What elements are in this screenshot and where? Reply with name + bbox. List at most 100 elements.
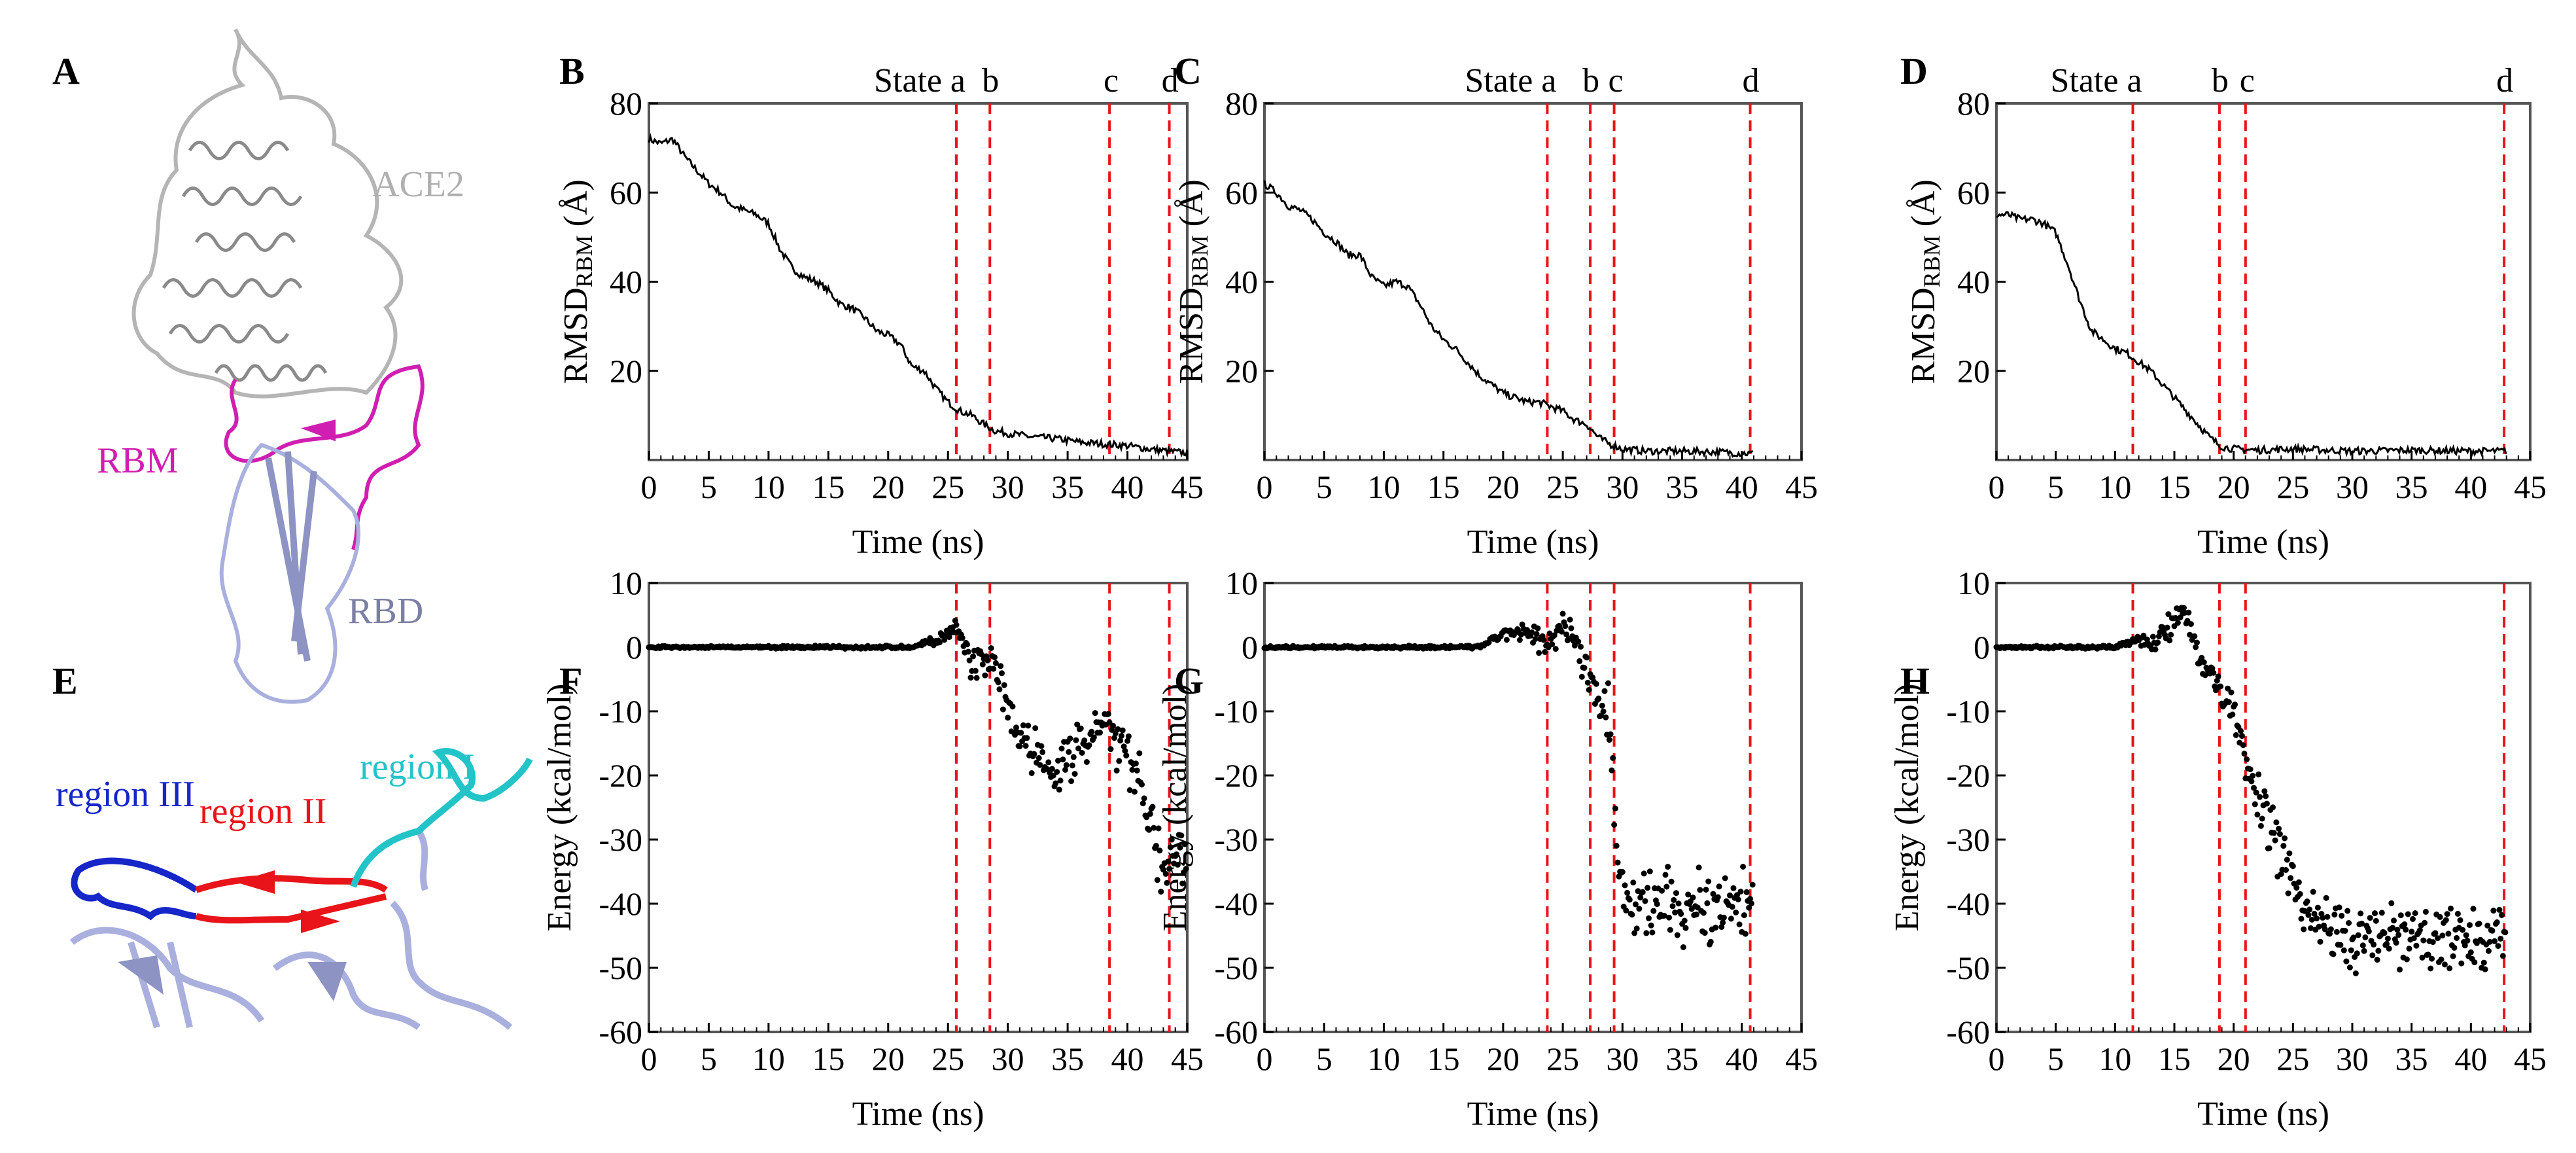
- energy-point: [2499, 912, 2505, 918]
- energy-point: [2348, 947, 2354, 953]
- energy-point: [2314, 904, 2321, 911]
- y-tick-label: -40: [1946, 885, 1990, 922]
- x-tick-label: 15: [1427, 1040, 1460, 1077]
- energy-point: [2311, 910, 2318, 917]
- energy-point: [2250, 773, 2256, 779]
- energy-point: [1073, 737, 1079, 743]
- y-axis-label: RMSDRBM (Å): [557, 179, 597, 384]
- energy-point: [2271, 830, 2277, 836]
- energy-point: [1730, 885, 1737, 891]
- energy-point: [2495, 943, 2501, 949]
- energy-point: [1154, 877, 1160, 883]
- energy-point: [2480, 959, 2487, 966]
- energy-point: [1036, 754, 1042, 761]
- y-axis-label-subscript: RBM: [1187, 235, 1213, 287]
- energy-point: [967, 675, 974, 681]
- y-axis-label-unit: (Å): [557, 179, 595, 235]
- x-tick-label: 20: [872, 469, 905, 505]
- energy-point: [1054, 769, 1060, 775]
- energy-point: [2343, 958, 2350, 965]
- energy-point: [2172, 614, 2179, 621]
- x-tick-label: 10: [2098, 469, 2131, 505]
- x-tick-label: 30: [2336, 1040, 2369, 1077]
- energy-point: [2295, 879, 2302, 885]
- x-tick-label: 25: [1546, 469, 1579, 505]
- x-tick-label: 30: [992, 469, 1024, 505]
- energy-point: [2494, 919, 2500, 925]
- y-tick-label: 20: [610, 353, 642, 389]
- y-tick-label: 20: [1957, 353, 1990, 389]
- energy-point: [1735, 896, 1741, 902]
- energy-point: [2266, 845, 2272, 851]
- energy-point: [1612, 806, 1618, 811]
- energy-point: [2331, 912, 2338, 918]
- energy-point: [2403, 927, 2409, 933]
- energy-point: [1701, 930, 1708, 936]
- charts: B 0 5 10 15 20 25 30 35 40 45 20 40 60 80 Time (ns) RMSD…: [541, 50, 2547, 1133]
- energy-point: [2412, 910, 2418, 916]
- energy-point: [2191, 633, 2198, 639]
- state-label: b: [2212, 62, 2229, 99]
- energy-point: [1637, 895, 1644, 901]
- energy-point: [1584, 679, 1591, 686]
- state-label: b: [982, 62, 999, 99]
- energy-point: [1532, 636, 1539, 642]
- x-tick-label: 40: [2454, 1040, 2487, 1077]
- energy-point: [1090, 734, 1097, 741]
- energy-point: [1165, 859, 1172, 865]
- energy-point: [2253, 789, 2259, 796]
- energy-point: [2467, 922, 2473, 929]
- energy-point: [2438, 956, 2445, 963]
- y-axis-label-subscript: RBM: [571, 235, 597, 287]
- energy-point: [1593, 681, 1599, 687]
- energy-point: [2240, 742, 2246, 749]
- energy-point: [2422, 908, 2429, 915]
- energy-point: [1607, 731, 1614, 737]
- y-axis-label-subscript: RBM: [1919, 235, 1945, 287]
- x-tick-label: 10: [752, 1040, 785, 1077]
- energy-point: [953, 622, 960, 628]
- energy-point: [2286, 850, 2293, 857]
- state-label: d: [2496, 62, 2513, 99]
- energy-point: [2365, 928, 2372, 934]
- energy-point: [1650, 908, 1657, 914]
- energy-point: [1746, 904, 1752, 911]
- energy-point: [1575, 639, 1582, 645]
- energy-point: [1105, 711, 1111, 717]
- energy-point: [1743, 889, 1750, 895]
- energy-point: [2263, 793, 2269, 800]
- state-label: State a: [2050, 62, 2142, 99]
- energy-point: [2371, 941, 2377, 948]
- energy-point: [1671, 896, 1677, 903]
- energy-point: [1685, 891, 1692, 898]
- energy-point: [1609, 767, 1615, 773]
- rbm-label: RBM: [97, 440, 179, 481]
- energy-point: [1614, 859, 1621, 866]
- energy-point: [2422, 919, 2428, 926]
- energy-point: [1693, 912, 1699, 917]
- energy-point: [2437, 914, 2443, 920]
- energy-point: [2276, 831, 2283, 838]
- energy-point: [2454, 934, 2460, 941]
- energy-point: [1149, 804, 1156, 810]
- energy-point: [2419, 954, 2426, 961]
- energy-point: [992, 660, 999, 666]
- energy-point: [2272, 837, 2278, 843]
- energy-point: [1727, 892, 1733, 898]
- energy-point: [1055, 757, 1061, 764]
- energy-point: [946, 634, 952, 641]
- energy-point: [959, 635, 966, 641]
- energy-point: [2486, 948, 2492, 954]
- energy-point: [1083, 759, 1090, 765]
- energy-point: [1571, 643, 1578, 648]
- energy-point: [2484, 923, 2491, 929]
- energy-point: [1722, 875, 1728, 881]
- state-label: State a: [874, 62, 966, 99]
- energy-point: [1110, 722, 1117, 729]
- x-axis-label: Time (ns): [2197, 523, 2329, 561]
- energy-point: [1129, 766, 1136, 773]
- energy-point: [1001, 682, 1007, 688]
- energy-point: [1581, 665, 1588, 671]
- chart-panel-f: F 0 5 10 15 20 25 30 35 40 45 10 0 -10 -20 -30 -40 -50 -60…: [541, 565, 1204, 1133]
- energy-point: [1654, 901, 1660, 908]
